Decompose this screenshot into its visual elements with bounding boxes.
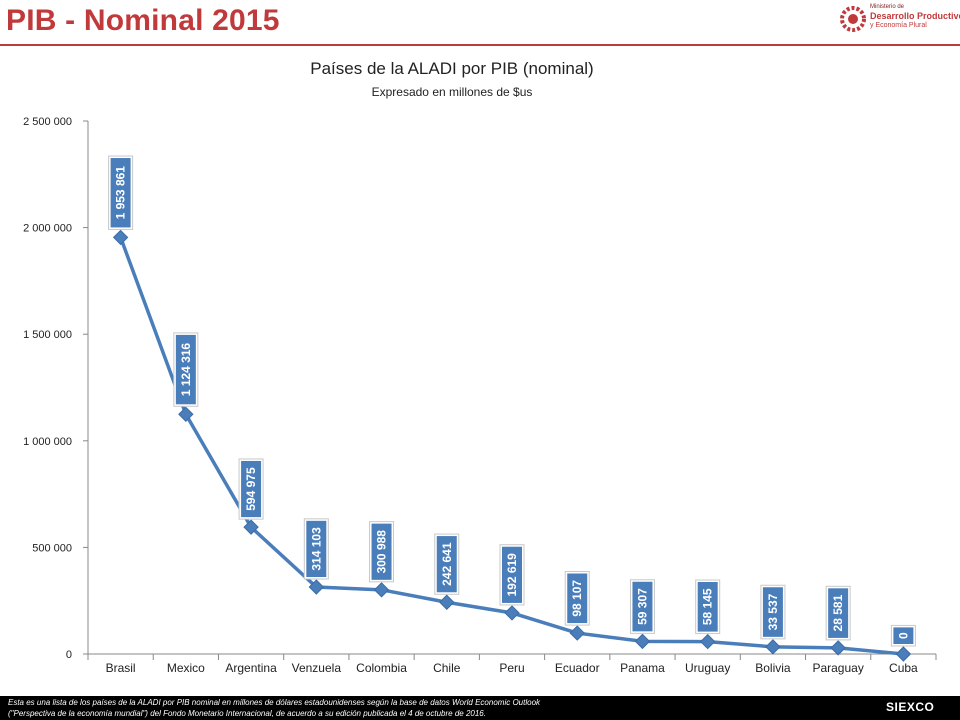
data-label-text: 33 537 — [766, 593, 780, 630]
data-label-text: 300 988 — [375, 530, 389, 574]
data-label-text: 28 581 — [831, 594, 845, 631]
x-tick-label: Uruguay — [685, 661, 730, 675]
data-point-marker — [308, 579, 325, 595]
chart-title: Países de la ALADI por PIB (nominal) — [310, 59, 593, 78]
ministry-logo: Ministerio de Desarrollo Productivo y Ec… — [840, 2, 960, 38]
x-tick-label: Chile — [433, 661, 461, 675]
data-label-box — [502, 546, 522, 603]
data-point-marker — [243, 519, 259, 535]
data-label-text: 1 953 861 — [114, 166, 128, 220]
footer-note-line-2: ("Perspectiva de la economía mundial") d… — [8, 709, 486, 718]
data-point-marker — [895, 646, 912, 662]
data-label-text: 0 — [896, 632, 910, 639]
x-tick-label: Panama — [620, 661, 665, 675]
page-title: PIB - Nominal 2015 — [6, 4, 280, 37]
x-tick-label: Paraguay — [812, 661, 863, 675]
logo-line-1: Ministerio de — [870, 4, 905, 10]
ministry-emblem-icon — [840, 6, 866, 32]
x-tick-label: Bolivia — [755, 661, 791, 675]
chart-data-labels: 1 953 861 1 124 316 594 975 314 103 300 988 2… — [108, 155, 916, 647]
data-label-text: 242 641 — [440, 542, 454, 586]
data-point-marker — [373, 582, 390, 598]
x-tick-label: Brasil — [106, 661, 136, 675]
data-label: 98 107 — [564, 570, 590, 626]
data-label: 1 953 861 — [108, 155, 134, 230]
data-label: 58 145 — [695, 579, 721, 635]
x-tick-label: Venzuela — [292, 661, 342, 675]
data-label: 1 124 316 — [173, 332, 199, 407]
chart-subtitle: Expresado en millones de $us — [372, 85, 533, 99]
y-tick-label: 0 — [66, 649, 72, 661]
data-point-marker — [634, 633, 651, 650]
y-tick-label: 2 500 000 — [23, 116, 72, 128]
footer-note-line-1: Esta es una lista de los países de la AL… — [8, 698, 541, 707]
data-label-text: 58 145 — [701, 588, 715, 625]
data-point-marker — [569, 625, 585, 641]
x-tick-label: Cuba — [889, 661, 918, 675]
data-label: 314 103 — [303, 518, 329, 580]
footer: Esta es una lista de los países de la AL… — [0, 696, 960, 720]
data-label: 59 307 — [629, 579, 655, 634]
data-label-text: 192 619 — [505, 553, 519, 597]
data-label-box — [893, 627, 914, 644]
data-label-box — [762, 587, 783, 637]
data-label-text: 59 307 — [635, 588, 649, 625]
x-tick-label: Mexico — [167, 661, 205, 675]
data-label: 33 537 — [760, 584, 786, 640]
data-label-box — [632, 581, 653, 632]
data-point-marker — [765, 639, 781, 655]
logo-line-2: Desarrollo Productivo — [870, 11, 960, 21]
data-label-box — [175, 334, 196, 405]
data-label-box — [567, 573, 588, 624]
chart-series — [112, 229, 912, 662]
data-label-box — [306, 520, 327, 578]
data-label: 300 988 — [369, 521, 395, 583]
data-label-box — [828, 588, 849, 638]
x-tick-label: Argentina — [225, 661, 277, 675]
data-label: 28 581 — [825, 585, 851, 641]
data-label-box — [436, 536, 457, 593]
data-point-marker — [178, 406, 194, 423]
data-point-marker — [439, 594, 455, 610]
siexco-logo: SIEXCO — [886, 700, 935, 714]
data-point-marker — [112, 229, 129, 246]
title-divider — [0, 44, 960, 46]
data-label: 192 619 — [499, 544, 525, 606]
data-label-text: 98 107 — [570, 580, 584, 617]
data-label: 594 975 — [238, 458, 264, 520]
data-label-box — [371, 523, 392, 580]
chart-axes: 0 500 000 1 000 000 1 500 000 2 000 000 2 500… — [23, 116, 937, 675]
data-label-text: 594 975 — [244, 467, 258, 511]
x-tick-label: Peru — [499, 661, 524, 675]
data-label-text: 314 103 — [309, 527, 323, 571]
data-point-marker — [830, 640, 846, 656]
data-label-box — [110, 158, 131, 228]
y-tick-label: 1 000 000 — [23, 436, 72, 448]
data-point-marker — [504, 605, 520, 621]
logo-line-3: y Economía Plural — [870, 22, 927, 29]
data-label: 0 — [890, 624, 916, 647]
data-label: 242 641 — [434, 533, 460, 595]
data-point-marker — [699, 633, 716, 650]
gdp-line-chart: Países de la ALADI por PIB (nominal) Exp… — [23, 59, 937, 675]
y-tick-label: 2 000 000 — [23, 223, 72, 235]
data-label-box — [697, 582, 718, 632]
x-tick-label: Colombia — [356, 661, 407, 675]
data-label-box — [241, 460, 262, 518]
data-label-text: 1 124 316 — [179, 343, 193, 397]
x-tick-label: Ecuador — [555, 661, 600, 675]
y-tick-label: 500 000 — [32, 542, 72, 554]
y-tick-label: 1 500 000 — [23, 329, 72, 341]
